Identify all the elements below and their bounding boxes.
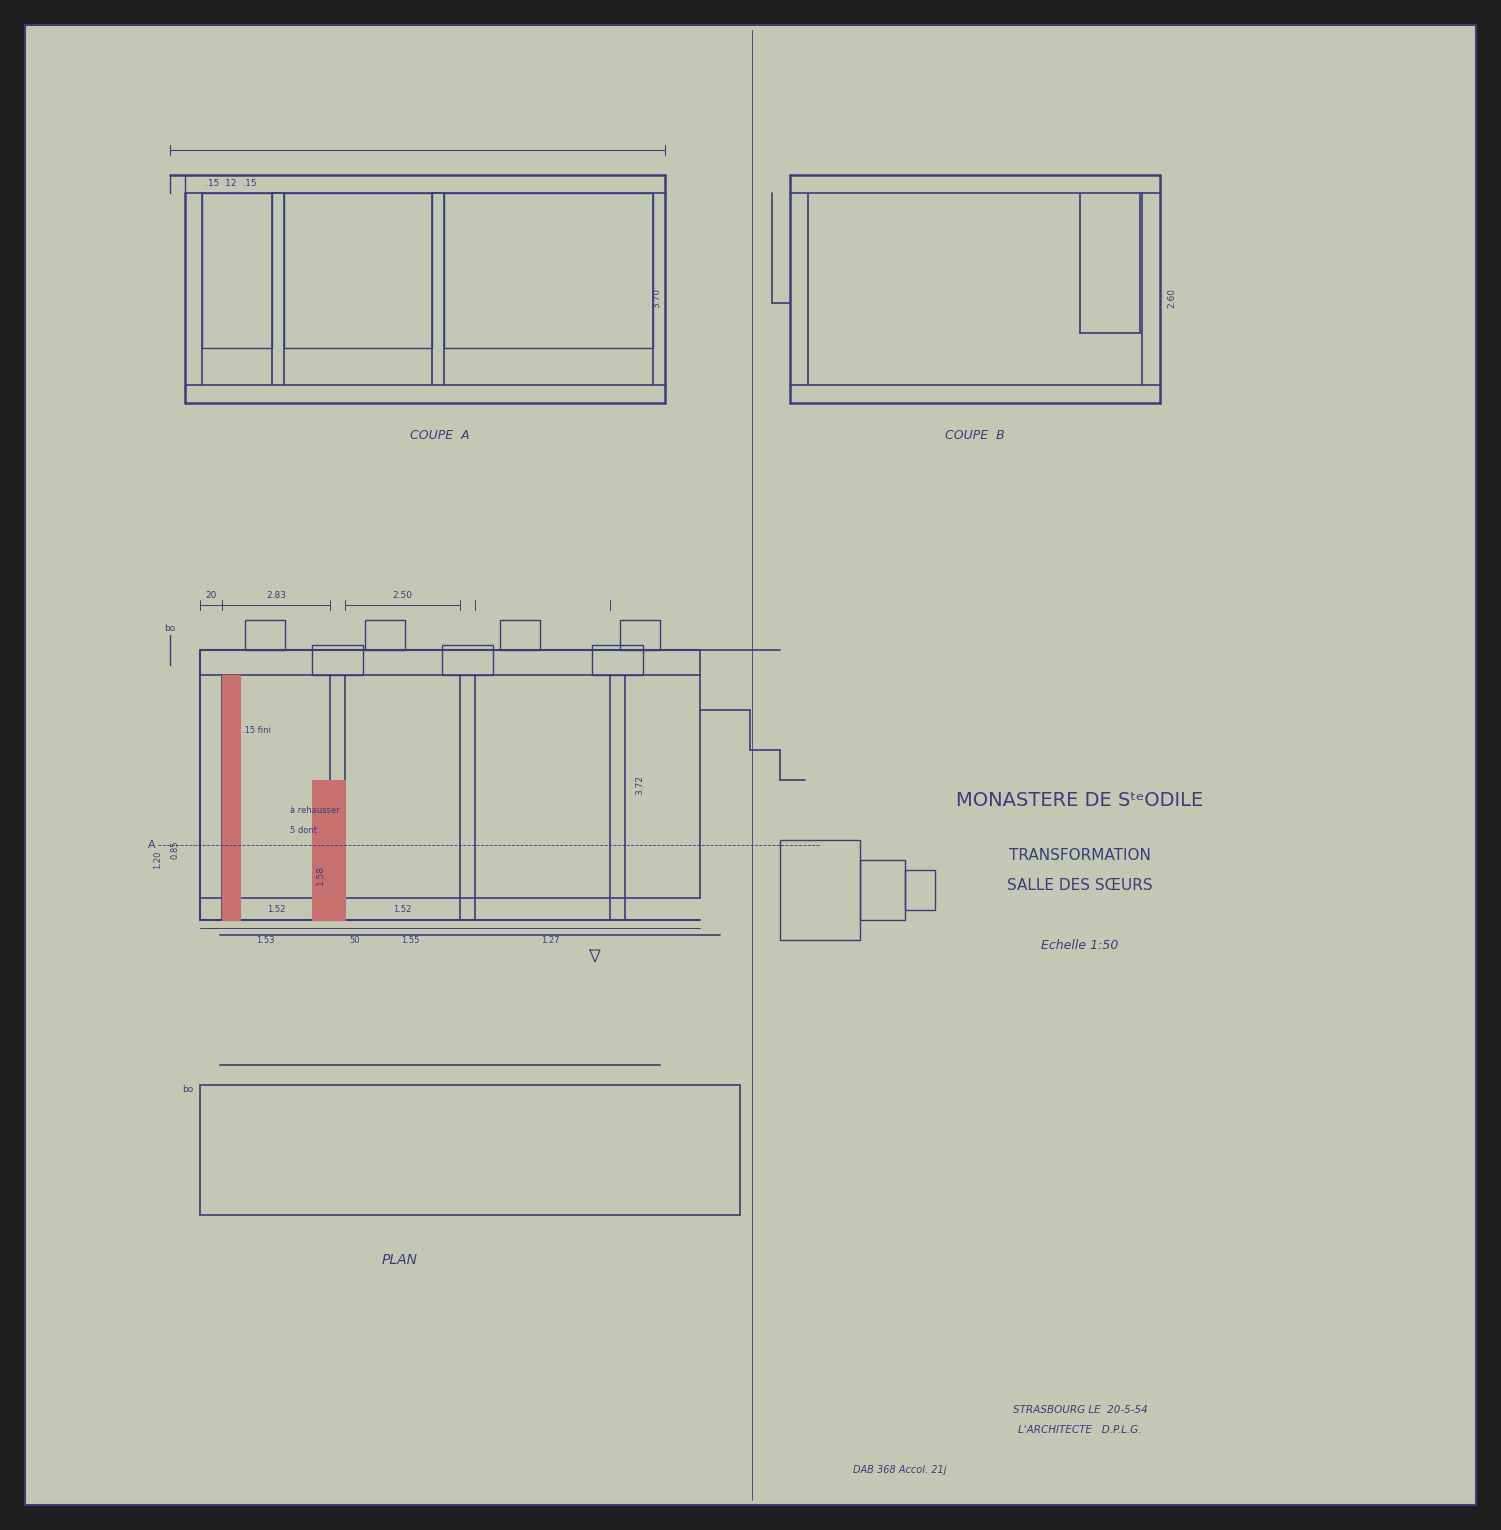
Bar xyxy=(781,840,860,939)
Text: .15 fini: .15 fini xyxy=(242,725,270,734)
Text: 2.50: 2.50 xyxy=(392,591,411,600)
Text: 2.83: 2.83 xyxy=(266,591,287,600)
Text: 20: 20 xyxy=(206,591,216,600)
Text: 1.58: 1.58 xyxy=(315,864,324,884)
Text: bo: bo xyxy=(183,1085,194,1094)
Text: 1.53: 1.53 xyxy=(255,935,275,944)
Text: STRASBOURG LE  20-5-54: STRASBOURG LE 20-5-54 xyxy=(1013,1405,1147,1415)
Bar xyxy=(860,860,905,920)
Bar xyxy=(312,646,363,675)
Text: COUPE  B: COUPE B xyxy=(946,428,1004,442)
Bar xyxy=(203,193,272,347)
Bar xyxy=(312,780,345,920)
Text: 1.27: 1.27 xyxy=(540,935,560,944)
Bar xyxy=(245,620,285,650)
Text: 2.60: 2.60 xyxy=(1168,288,1177,308)
Bar xyxy=(444,193,653,347)
Text: L'ARCHITECTE   D.P.L.G.: L'ARCHITECTE D.P.L.G. xyxy=(1018,1424,1142,1435)
Text: 3.70: 3.70 xyxy=(653,288,662,308)
Text: MONASTERE DE SᵗᵉODILE: MONASTERE DE SᵗᵉODILE xyxy=(956,791,1204,809)
Text: 5 dont: 5 dont xyxy=(290,826,317,834)
Text: Echelle 1:50: Echelle 1:50 xyxy=(1042,938,1118,952)
Text: à rehausser: à rehausser xyxy=(290,805,339,814)
Text: DAB 368 Accol. 21j: DAB 368 Accol. 21j xyxy=(853,1466,947,1475)
Text: 3.72: 3.72 xyxy=(635,776,644,796)
Text: SALLE DES SŒURS: SALLE DES SŒURS xyxy=(1007,878,1153,892)
Text: .15  12  .15: .15 12 .15 xyxy=(206,179,257,188)
Text: bo: bo xyxy=(165,624,176,632)
Text: 1.55: 1.55 xyxy=(401,935,419,944)
Bar xyxy=(620,620,660,650)
Bar xyxy=(365,620,405,650)
Bar xyxy=(222,675,240,920)
Bar xyxy=(905,871,935,910)
Bar xyxy=(500,620,540,650)
Text: 1.20: 1.20 xyxy=(153,851,162,869)
Text: PLAN: PLAN xyxy=(381,1253,417,1267)
Bar xyxy=(284,193,432,347)
Text: 1.52: 1.52 xyxy=(393,904,411,913)
Text: A: A xyxy=(149,840,156,851)
Bar xyxy=(591,646,642,675)
Text: 1.52: 1.52 xyxy=(267,904,285,913)
Text: 50: 50 xyxy=(350,935,360,944)
Text: COUPE  A: COUPE A xyxy=(410,428,470,442)
Text: TRANSFORMATION: TRANSFORMATION xyxy=(1009,848,1151,863)
Bar xyxy=(441,646,492,675)
Text: 0.85: 0.85 xyxy=(171,842,180,860)
